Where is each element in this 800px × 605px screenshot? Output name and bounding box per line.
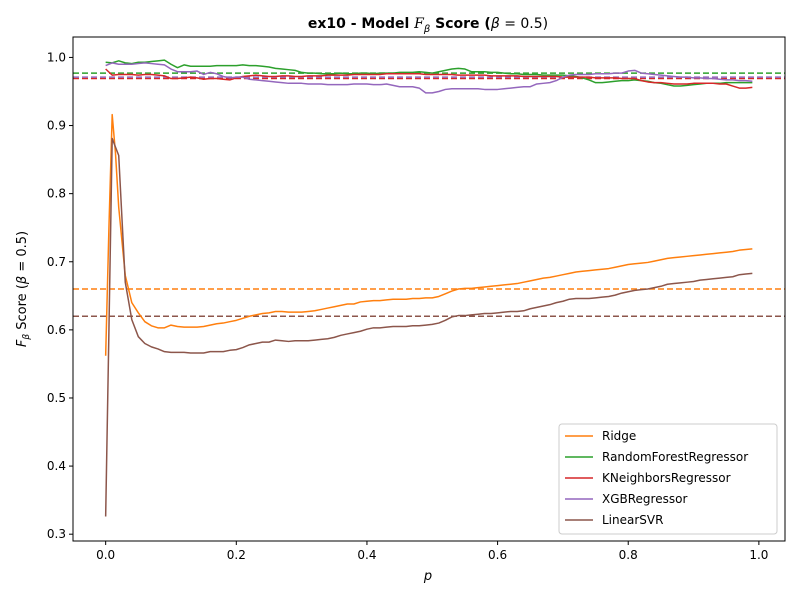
- series-line-xgbregressor: [105, 62, 753, 94]
- legend-box: [558, 423, 778, 535]
- legend-label: LinearSVR: [602, 513, 663, 527]
- y-tick-label: 1.0: [47, 50, 66, 64]
- x-tick-label: 0.8: [619, 548, 638, 562]
- x-axis-ticks: 0.0 0.2 0.4 0.6 0.8 1.0: [96, 541, 768, 562]
- legend-label: Ridge: [602, 429, 636, 443]
- y-tick-label: 0.4: [47, 459, 66, 473]
- x-axis-label: p: [423, 569, 432, 584]
- chart-title: ex10 - Model Fβ Score (β = 0.5): [308, 16, 548, 35]
- y-tick-label: 0.8: [47, 187, 66, 201]
- series-line-linearsvr: [104, 137, 753, 517]
- legend-label: XGBRegressor: [602, 492, 687, 506]
- series-lines: [104, 59, 753, 517]
- y-axis-label: Fβ Score (β = 0.5): [15, 231, 32, 347]
- legend-items: Ridge RandomForestRegressor KNeighborsRegr…: [565, 429, 748, 527]
- x-tick-label: 1.0: [749, 548, 768, 562]
- plot-frame: [72, 36, 786, 542]
- x-tick-label: 0.0: [96, 548, 115, 562]
- legend-label: RandomForestRegressor: [602, 450, 748, 464]
- x-tick-label: 0.2: [227, 548, 246, 562]
- series-line-kneighborsregressor: [105, 68, 753, 89]
- x-tick-label: 0.6: [488, 548, 507, 562]
- y-tick-label: 0.9: [47, 119, 66, 133]
- y-tick-label: 0.5: [47, 391, 66, 405]
- y-axis-ticks: 0.3 0.4 0.5 0.6 0.7 0.8 0.9 1.0: [47, 50, 73, 541]
- legend: Ridge RandomForestRegressor KNeighborsRegr…: [558, 423, 778, 535]
- y-tick-label: 0.7: [47, 255, 66, 269]
- series-line-ridge: [104, 113, 753, 356]
- y-tick-label: 0.6: [47, 323, 66, 337]
- legend-label: KNeighborsRegressor: [602, 471, 731, 485]
- y-tick-label: 0.3: [47, 527, 66, 541]
- x-tick-label: 0.4: [357, 548, 376, 562]
